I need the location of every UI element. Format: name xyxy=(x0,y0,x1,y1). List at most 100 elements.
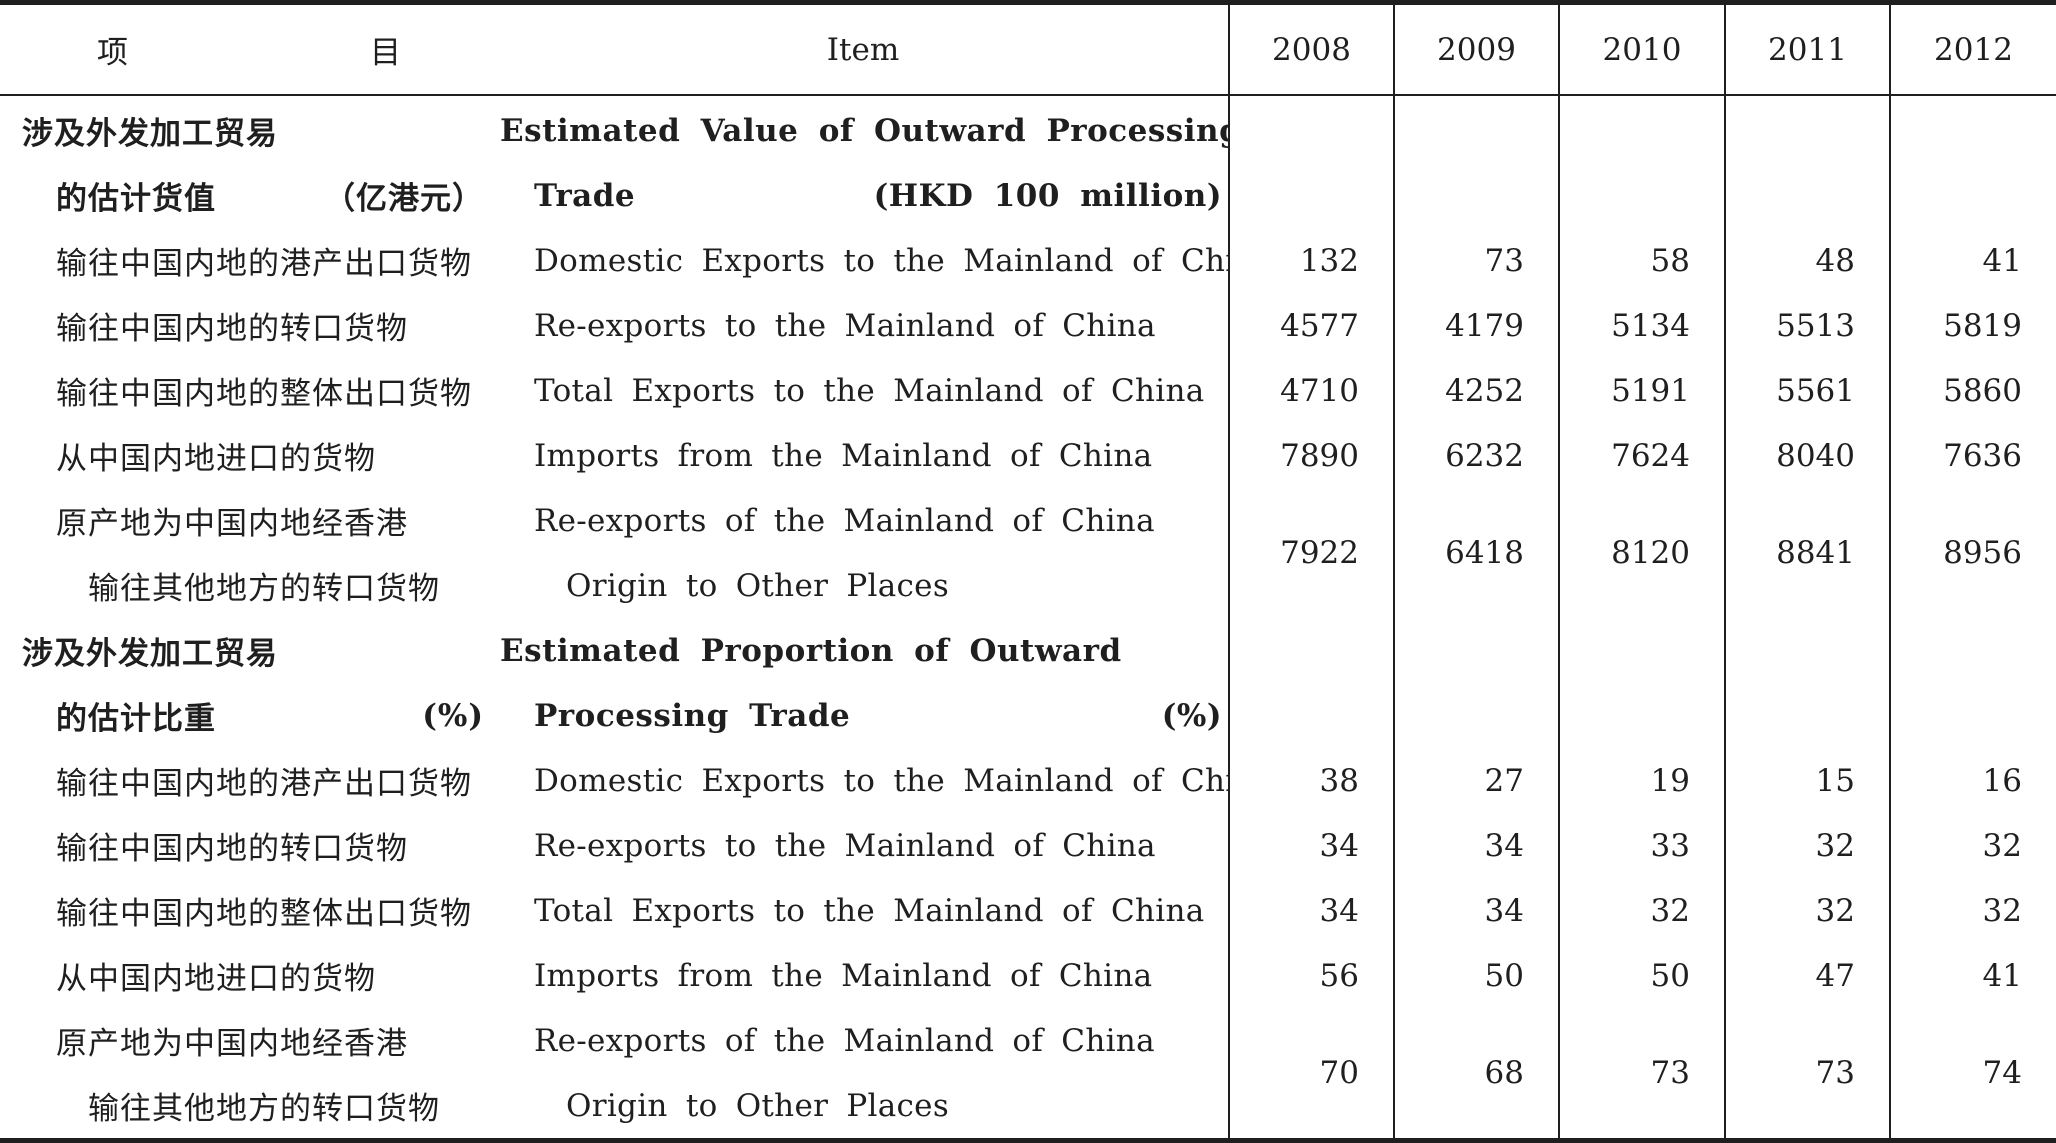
row-label-en: Re-exports to the Mainland of China xyxy=(534,307,1156,344)
row-label-en: Total Exports to the Mainland of China xyxy=(534,372,1205,409)
value-cell: 7922 xyxy=(1228,488,1394,618)
value-cell: 34 xyxy=(1393,878,1559,943)
header-item-en: Item xyxy=(498,2,1229,96)
row-label-zh: 原产地为中国内地经香港 xyxy=(56,1026,408,1062)
value-cell: 70 xyxy=(1228,1008,1394,1141)
row-label-en: Domestic Exports to the Mainland of Chin… xyxy=(534,762,1229,799)
section-subtitle-en: Trade (HKD 100 million) xyxy=(534,178,1228,214)
section-title-en: Estimated Value of Outward Processing xyxy=(500,112,1229,149)
row-label-zh: 从中国内地进口的货物 xyxy=(56,961,376,997)
header-year: 2008 xyxy=(1228,2,1394,96)
value-cell: 34 xyxy=(1228,813,1394,878)
value-cell: 32 xyxy=(1889,878,2056,943)
value-cell: 5191 xyxy=(1558,358,1725,423)
row-label-zh: 输往中国内地的港产出口货物 xyxy=(56,766,472,802)
row-label-zh: 从中国内地进口的货物 xyxy=(56,441,376,477)
header-year: 2009 xyxy=(1393,2,1559,96)
value-cell: 27 xyxy=(1393,748,1559,813)
value-cell: 68 xyxy=(1393,1008,1559,1141)
value-cell: 6232 xyxy=(1393,423,1559,488)
section-subtitle-zh-text: 的估计货值 xyxy=(56,181,216,217)
value-cell: 19 xyxy=(1558,748,1725,813)
section-subtitle-zh: 的估计货值 （亿港元） xyxy=(56,173,498,218)
value-cell: 4710 xyxy=(1228,358,1394,423)
section-subtitle-zh-text: 的估计比重 xyxy=(56,701,216,737)
table-row-continuation: 输往其他地方的转口货物 Origin to Other Places xyxy=(0,1073,2056,1141)
value-cell: 33 xyxy=(1558,813,1725,878)
section-subtitle-zh: 的估计比重 (%) xyxy=(56,693,498,738)
value-cell: 5134 xyxy=(1558,293,1725,358)
value-cell: 8841 xyxy=(1724,488,1890,618)
value-cell: 132 xyxy=(1228,228,1394,293)
row-label-en-cont: Origin to Other Places xyxy=(566,1087,950,1124)
value-cell: 4179 xyxy=(1393,293,1559,358)
section-subtitle-row: 的估计货值 （亿港元） Trade (HKD 100 million) xyxy=(0,163,2056,228)
header-year: 2010 xyxy=(1558,2,1725,96)
row-label-zh: 输往中国内地的整体出口货物 xyxy=(56,376,472,412)
section-title-row: 涉及外发加工贸易 Estimated Value of Outward Proc… xyxy=(0,95,2056,163)
row-label-en: Domestic Exports to the Mainland of Chin… xyxy=(534,242,1229,279)
value-cell: 41 xyxy=(1889,943,2056,1008)
header-item-zh: 项 目 xyxy=(0,2,498,96)
row-label-en-cont: Origin to Other Places xyxy=(566,567,950,604)
value-cell: 38 xyxy=(1228,748,1394,813)
value-cell: 73 xyxy=(1558,1008,1725,1141)
table-row: 原产地为中国内地经香港 Re-exports of the Mainland o… xyxy=(0,1008,2056,1141)
row-label-en: Re-exports of the Mainland of China xyxy=(534,1022,1155,1059)
section-title-en: Estimated Proportion of Outward xyxy=(500,632,1122,669)
value-cell: 56 xyxy=(1228,943,1394,1008)
value-cell: 48 xyxy=(1724,228,1890,293)
section-unit-en: (%) xyxy=(1161,697,1222,734)
row-label-en: Imports from the Mainland of China xyxy=(534,957,1153,994)
table-row: 从中国内地进口的货物 Imports from the Mainland of … xyxy=(0,423,2056,488)
value-cell: 4252 xyxy=(1393,358,1559,423)
value-cell: 47 xyxy=(1724,943,1890,1008)
value-cell: 34 xyxy=(1228,878,1394,943)
value-cell: 34 xyxy=(1393,813,1559,878)
header-row: 项 目 Item 2008 2009 2010 2011 2012 xyxy=(0,2,2056,96)
value-cell: 32 xyxy=(1889,813,2056,878)
value-cell: 7624 xyxy=(1558,423,1725,488)
value-cell: 8040 xyxy=(1724,423,1890,488)
value-cell: 5513 xyxy=(1724,293,1890,358)
value-cell: 73 xyxy=(1393,228,1559,293)
row-label-en: Re-exports to the Mainland of China xyxy=(534,827,1156,864)
row-label-zh: 输往中国内地的港产出口货物 xyxy=(56,246,472,282)
row-label-zh: 输往中国内地的转口货物 xyxy=(56,831,408,867)
value-cell: 8956 xyxy=(1889,488,2056,618)
row-label-zh: 原产地为中国内地经香港 xyxy=(56,506,408,542)
section-subtitle-en: Processing Trade (%) xyxy=(534,698,1228,734)
value-cell: 32 xyxy=(1558,878,1725,943)
section-title-row: 涉及外发加工贸易 Estimated Proportion of Outward xyxy=(0,618,2056,683)
value-cell: 5860 xyxy=(1889,358,2056,423)
table-row: 输往中国内地的港产出口货物 Domestic Exports to the Ma… xyxy=(0,748,2056,813)
value-cell: 50 xyxy=(1558,943,1725,1008)
table-row: 输往中国内地的港产出口货物 Domestic Exports to the Ma… xyxy=(0,228,2056,293)
value-cell: 41 xyxy=(1889,228,2056,293)
value-cell: 50 xyxy=(1393,943,1559,1008)
row-label-zh: 输往中国内地的转口货物 xyxy=(56,311,408,347)
section-subtitle-row: 的估计比重 (%) Processing Trade (%) xyxy=(0,683,2056,748)
table-row: 从中国内地进口的货物 Imports from the Mainland of … xyxy=(0,943,2056,1008)
value-cell: 7890 xyxy=(1228,423,1394,488)
value-cell: 32 xyxy=(1724,813,1890,878)
value-cell: 5561 xyxy=(1724,358,1890,423)
section-unit-zh: （亿港元） xyxy=(324,181,484,217)
header-year: 2011 xyxy=(1724,2,1890,96)
header-year: 2012 xyxy=(1889,2,2056,96)
table-row: 输往中国内地的整体出口货物 Total Exports to the Mainl… xyxy=(0,878,2056,943)
section-subtitle-en-text: Trade xyxy=(534,177,636,214)
row-label-en: Re-exports of the Mainland of China xyxy=(534,502,1155,539)
row-label-zh-cont: 输往其他地方的转口货物 xyxy=(88,1091,440,1127)
value-cell: 73 xyxy=(1724,1008,1890,1141)
row-label-en: Imports from the Mainland of China xyxy=(534,437,1153,474)
section-subtitle-en-text: Processing Trade xyxy=(534,697,851,734)
section-unit-zh: (%) xyxy=(422,697,484,734)
value-cell: 74 xyxy=(1889,1008,2056,1141)
table-row: 输往中国内地的转口货物 Re-exports to the Mainland o… xyxy=(0,293,2056,358)
value-cell: 16 xyxy=(1889,748,2056,813)
table-row-continuation: 输往其他地方的转口货物 Origin to Other Places xyxy=(0,553,2056,618)
section-title-zh: 涉及外发加工贸易 xyxy=(22,636,278,672)
